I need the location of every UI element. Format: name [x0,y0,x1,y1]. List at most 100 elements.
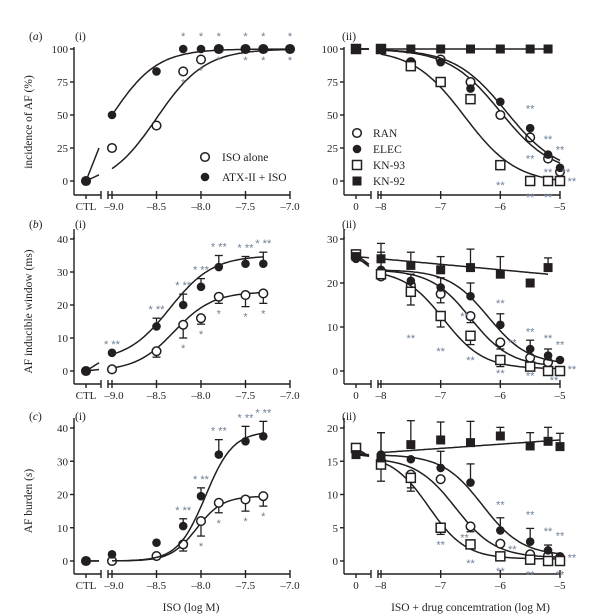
data-point [152,538,161,548]
significance-marker: * [181,77,186,89]
x-tick-label: –6 [494,580,507,592]
data-point [466,291,475,301]
panel-sub-label: (ii) [342,411,356,423]
significance-marker: ** [508,544,517,556]
panel-b-i: (b) (i) 0 10 20 30 40 AF inducible window (ms) C… [23,219,300,402]
data-point [376,254,386,264]
significance-marker: * [261,511,266,523]
data-point [465,93,476,105]
significance-marker: ** [556,340,565,352]
x-tick-label: –7.0 [279,390,300,402]
data-point [465,539,476,550]
data-point-ctl [351,252,361,262]
x-tick-label: –7.0 [279,201,300,213]
y-tick-label: 40 [57,423,69,435]
data-point [543,150,553,159]
series-kn-93 [350,442,566,567]
data-point [495,159,506,171]
y-tick-label: 40 [57,234,69,246]
significance-marker: * ** [104,339,121,351]
data-point [196,491,206,501]
y-tick-label: 5 [333,523,339,535]
significance-marker: * ** [255,238,272,250]
y-tick-label: 0 [333,556,339,568]
series-atx-ii-iso: * * * * * * [81,31,295,186]
significance-marker: * [243,31,248,43]
panel-sub-label: (ii) [342,31,356,43]
x-tick-label: –8 [375,201,388,213]
legend-label: KN-93 [373,160,405,172]
data-point [543,44,553,54]
data-point [525,44,535,54]
y-tick-label: 25 [327,143,339,155]
data-point [195,516,207,527]
significance-marker: * [181,31,186,43]
significance-marker: ** [496,368,505,380]
panel-label: (b) [29,219,43,231]
data-point [465,330,476,342]
y-tick-label: 10 [327,490,339,502]
x-tick-label: –6 [494,201,507,213]
data-point [543,546,553,555]
significance-marker: * [243,516,248,528]
data-point [178,44,188,54]
significance-marker: ** [460,311,469,323]
significance-marker: ** [436,539,445,551]
data-point [196,44,206,54]
significance-marker: ** [544,333,553,345]
data-point [178,66,189,77]
significance-marker: ** [562,167,571,179]
y-tick-label: 30 [57,267,69,279]
y-tick-label: 50 [327,110,339,122]
significance-marker: ** [544,192,553,204]
data-point-ctl [351,450,361,460]
data-point [496,526,505,535]
legend-label: KN-92 [373,176,405,188]
significance-marker: ** [526,326,535,338]
significance-marker: * [243,55,248,67]
data-point [107,348,117,358]
data-point [241,437,250,446]
y-tick-label: 20 [327,278,339,290]
x-tick-label: –7 [434,201,447,213]
data-point [240,494,251,505]
legend-marker [352,176,362,186]
x-tick-label: –5 [554,580,567,592]
data-point [495,551,506,562]
data-point [151,346,162,357]
x-tick-label: CTL [76,580,97,592]
significance-marker: * [243,312,248,324]
y-tick-label: 10 [327,322,339,334]
data-point [554,555,566,567]
data-point [495,538,506,549]
x-tick-label: –7.5 [235,201,256,213]
data-point-ctl [81,556,91,566]
data-point [178,300,188,310]
data-point [436,57,445,67]
significance-marker: * ** [149,304,166,316]
data-point [376,453,386,463]
data-point [525,537,535,547]
data-point [259,432,268,441]
x-tick-label: –7.5 [235,580,256,592]
x-tick-label: 0 [353,390,359,402]
data-point [466,84,475,93]
data-point [495,354,506,366]
y-tick-label: 30 [327,234,339,246]
data-point [543,351,553,360]
significance-marker: ** [466,558,475,570]
data-point [406,440,416,450]
significance-marker: * ** [238,412,255,424]
data-point [524,175,536,187]
significance-marker: * [199,31,204,43]
fit-curve [111,432,264,562]
legend-marker [351,127,363,139]
legend: RAN ELEC KN-93 KN-92 [351,127,405,188]
significance-marker: ** [544,134,553,146]
significance-marker: * ** [193,474,210,486]
significance-marker: ** [556,144,565,156]
x-tick-label: 0 [353,201,359,213]
data-point [405,472,417,484]
significance-marker: * ** [211,426,228,438]
